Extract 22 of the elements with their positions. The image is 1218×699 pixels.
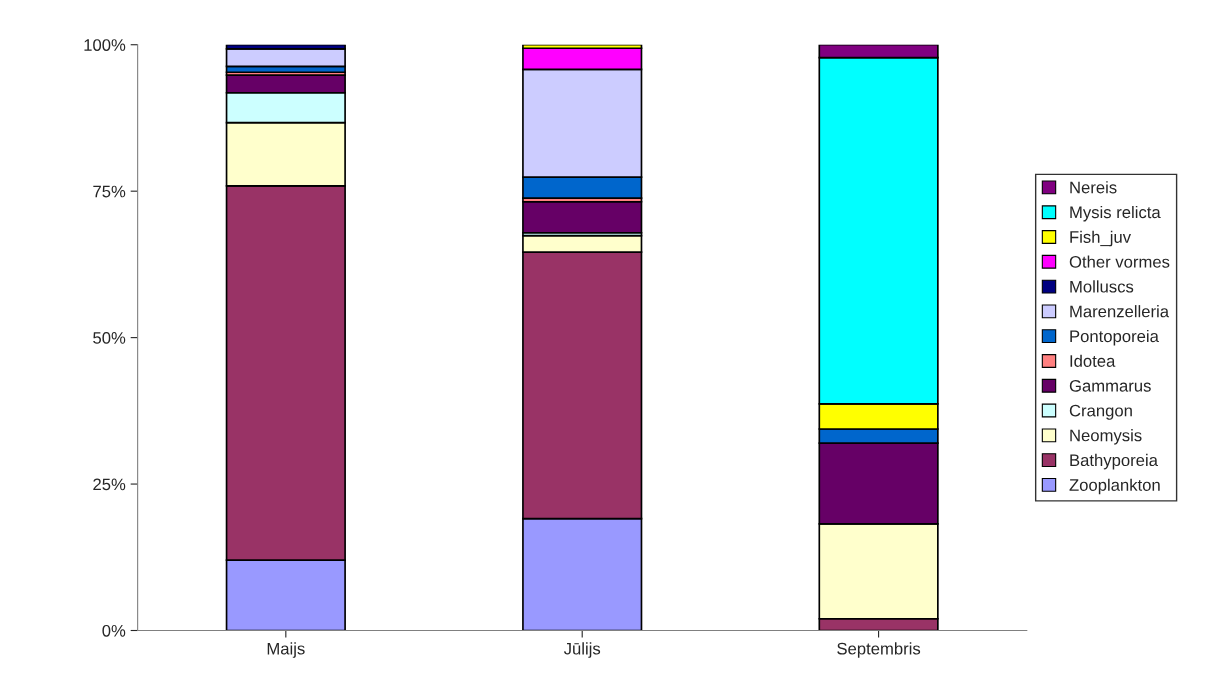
- x-tick-label: Jūlijs: [563, 642, 601, 658]
- y-tick-label: 100%: [84, 39, 126, 51]
- legend-label: Zooplankton: [1069, 478, 1160, 495]
- legend-label: Gammarus: [1069, 379, 1151, 392]
- legend-label: Marenzelleria: [1070, 305, 1170, 318]
- legend-label: Bathyporeia: [1070, 453, 1158, 470]
- legend-label: Mysis relicta: [1070, 205, 1161, 222]
- legend-label: Nereis: [1070, 181, 1117, 194]
- x-tick-label: Septembris: [837, 642, 921, 658]
- legend-label: Molluscs: [1070, 280, 1134, 293]
- y-tick-label: 0%: [102, 624, 126, 637]
- bar: [522, 200, 643, 234]
- legend-label: Neomysis: [1070, 429, 1142, 445]
- legend-label: Pontoporeia: [1070, 329, 1159, 346]
- legend-label: Fish_juv: [1070, 230, 1131, 247]
- x-tick-label: Maijs: [267, 642, 305, 658]
- legend-label: Idotea: [1070, 354, 1116, 367]
- y-tick-label: 75%: [93, 185, 126, 198]
- y-tick-label: 50%: [93, 332, 126, 344]
- y-tick-label: 25%: [93, 478, 126, 491]
- legend-label: Other vormes: [1069, 255, 1170, 268]
- legend-label: Crangon: [1069, 404, 1132, 420]
